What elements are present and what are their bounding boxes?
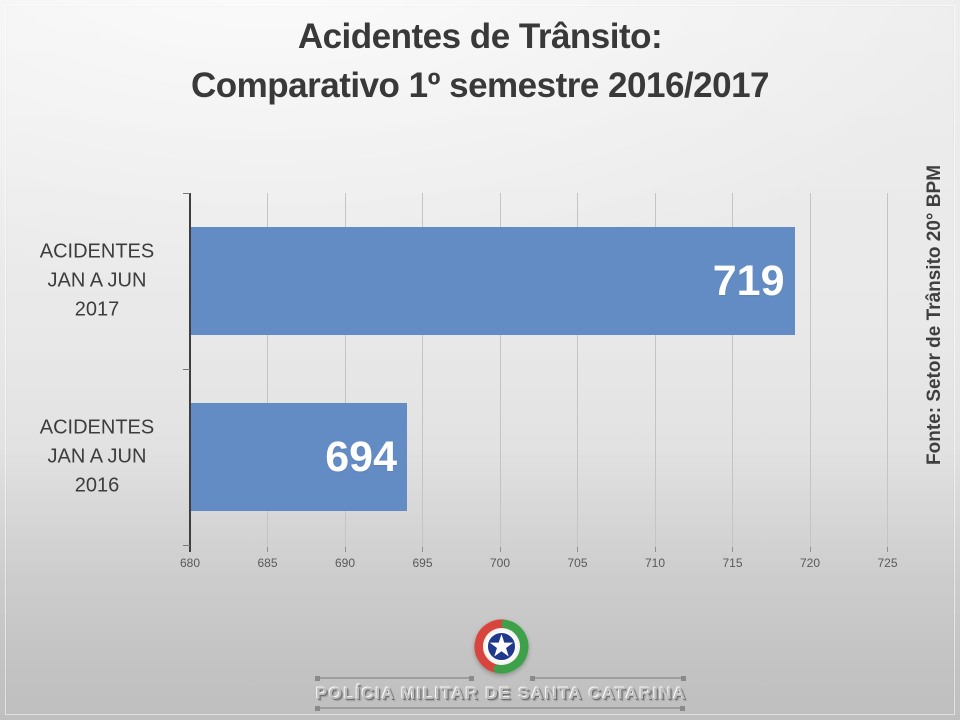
- category-axis-tick: [183, 545, 190, 546]
- category-axis-label: ACIDENTES JAN A JUN 2016: [39, 416, 155, 497]
- bar-value-label: 694: [325, 432, 397, 481]
- x-axis-tick-label: 725: [877, 556, 898, 570]
- x-axis-tick: [577, 545, 578, 552]
- x-axis-tick-label: 710: [644, 556, 666, 570]
- plot-area: 680 685 690 695 700 705 710 715 720 725 719 694: [180, 193, 898, 570]
- bar-value-label: 719: [712, 256, 785, 305]
- x-axis-tick: [422, 545, 423, 552]
- data-bar: 719: [190, 227, 795, 335]
- x-axis-tick: [887, 545, 888, 552]
- data-bar: 694: [190, 403, 407, 511]
- x-axis-tick-label: 690: [334, 556, 356, 570]
- x-axis-tick: [344, 545, 346, 552]
- x-axis-tick: [267, 545, 268, 552]
- x-axis-tick: [732, 545, 733, 552]
- divider-line-left: [315, 675, 474, 681]
- category-axis-label: ACIDENTES JAN A JUN 2017: [39, 240, 155, 321]
- x-gridline: [422, 193, 423, 547]
- x-axis-tick-label: 680: [179, 556, 201, 570]
- pmsc-emblem-icon: [473, 618, 530, 675]
- x-axis-tick-label: 715: [722, 556, 743, 570]
- x-axis-tick: [809, 545, 811, 552]
- x-gridline: [809, 193, 811, 547]
- x-gridline: [654, 193, 656, 547]
- x-axis-tick-label: 685: [257, 556, 278, 570]
- category-axis-tick: [183, 369, 190, 370]
- source-note: Fonte: Setor de Trânsito 20° BPM: [924, 164, 945, 466]
- category-axis-tick: [183, 193, 190, 194]
- x-axis-tick-label: 705: [567, 556, 588, 570]
- x-gridline: [267, 193, 268, 547]
- x-axis-tick: [499, 545, 501, 552]
- org-name-text: POLÍCIA MILITAR DE SANTA CATARINA: [316, 684, 687, 703]
- footer-logo-block: POLÍCIA MILITAR DE SANTA CATARINA: [309, 618, 694, 714]
- x-gridline: [887, 193, 888, 547]
- x-axis-tick: [654, 545, 656, 552]
- x-gridline: [732, 193, 733, 547]
- chart-title: Acidentes de Trânsito: Comparativo 1º se…: [190, 17, 770, 105]
- category-axis-line: [189, 193, 191, 552]
- x-axis-tick-label: 700: [489, 556, 511, 570]
- divider-line-bottom: [315, 705, 685, 711]
- x-axis-tick-label: 720: [799, 556, 821, 570]
- x-axis-tick-label: 695: [412, 556, 433, 570]
- x-gridline: [499, 193, 501, 547]
- divider-line-right: [530, 675, 686, 681]
- x-gridline: [344, 193, 346, 547]
- x-gridline: [577, 193, 578, 547]
